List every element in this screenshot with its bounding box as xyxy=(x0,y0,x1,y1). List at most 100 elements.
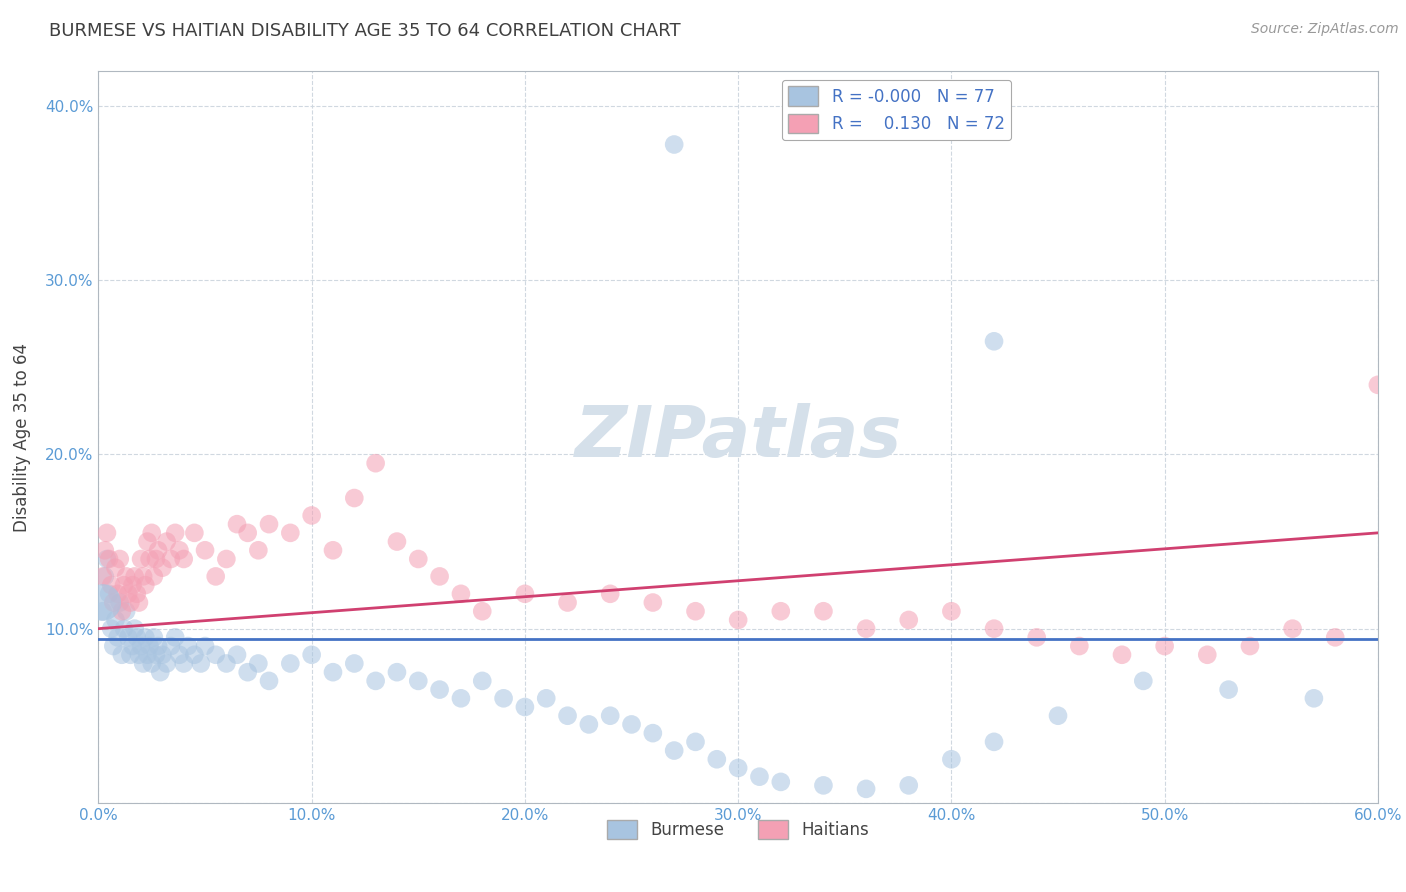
Point xyxy=(120,648,142,662)
Point xyxy=(685,735,707,749)
Point xyxy=(194,639,217,653)
Point xyxy=(194,543,217,558)
Point xyxy=(111,648,134,662)
Point xyxy=(748,770,770,784)
Point xyxy=(120,595,142,609)
Point xyxy=(141,525,163,540)
Point xyxy=(1197,648,1219,662)
Point xyxy=(322,543,344,558)
Point xyxy=(1367,377,1389,392)
Point xyxy=(115,569,138,583)
Point xyxy=(173,657,195,671)
Point xyxy=(160,552,183,566)
Point xyxy=(492,691,515,706)
Point xyxy=(1239,639,1261,653)
Point xyxy=(471,673,494,688)
Point xyxy=(108,595,131,609)
Point xyxy=(128,648,150,662)
Point xyxy=(94,569,117,583)
Point xyxy=(145,648,167,662)
Point xyxy=(450,691,472,706)
Point xyxy=(471,604,494,618)
Point xyxy=(278,657,301,671)
Point xyxy=(160,639,183,653)
Point xyxy=(142,631,165,645)
Point xyxy=(204,648,226,662)
Point xyxy=(385,665,408,680)
Point xyxy=(190,657,212,671)
Point xyxy=(813,778,835,792)
Point xyxy=(91,595,114,609)
Y-axis label: Disability Age 35 to 64: Disability Age 35 to 64 xyxy=(13,343,31,532)
Point xyxy=(664,137,686,152)
Point xyxy=(96,525,118,540)
Point xyxy=(727,613,749,627)
Point xyxy=(145,552,167,566)
Point xyxy=(152,560,174,574)
Point xyxy=(429,569,451,583)
Point xyxy=(236,525,259,540)
Point xyxy=(599,587,621,601)
Point xyxy=(100,578,122,592)
Text: Source: ZipAtlas.com: Source: ZipAtlas.com xyxy=(1251,22,1399,37)
Point xyxy=(107,631,129,645)
Point xyxy=(215,552,238,566)
Point xyxy=(855,622,877,636)
Point xyxy=(94,543,117,558)
Point xyxy=(557,595,579,609)
Point xyxy=(641,726,664,740)
Point xyxy=(236,665,259,680)
Point xyxy=(142,569,165,583)
Point xyxy=(257,673,280,688)
Point xyxy=(1302,691,1324,706)
Point xyxy=(983,622,1005,636)
Point xyxy=(108,552,131,566)
Point xyxy=(226,517,249,532)
Point xyxy=(173,552,195,566)
Point xyxy=(132,657,155,671)
Point xyxy=(152,648,174,662)
Point xyxy=(983,735,1005,749)
Point xyxy=(1046,708,1069,723)
Point xyxy=(132,569,155,583)
Point xyxy=(343,491,366,505)
Point xyxy=(226,648,249,662)
Point xyxy=(855,781,877,796)
Point xyxy=(103,639,125,653)
Point xyxy=(578,717,600,731)
Point xyxy=(165,631,187,645)
Point xyxy=(169,648,191,662)
Point xyxy=(215,657,238,671)
Point xyxy=(769,775,792,789)
Point xyxy=(983,334,1005,349)
Point xyxy=(1153,639,1175,653)
Point xyxy=(278,525,301,540)
Point xyxy=(117,587,139,601)
Point xyxy=(408,673,430,688)
Point xyxy=(513,700,536,714)
Point xyxy=(620,717,643,731)
Point xyxy=(104,613,127,627)
Point xyxy=(134,578,156,592)
Point xyxy=(301,648,323,662)
Point xyxy=(98,552,121,566)
Point xyxy=(91,569,114,583)
Point xyxy=(115,604,138,618)
Text: BURMESE VS HAITIAN DISABILITY AGE 35 TO 64 CORRELATION CHART: BURMESE VS HAITIAN DISABILITY AGE 35 TO … xyxy=(49,22,681,40)
Text: ZIPatlas: ZIPatlas xyxy=(575,402,901,472)
Point xyxy=(103,595,125,609)
Point xyxy=(107,587,129,601)
Point xyxy=(769,604,792,618)
Point xyxy=(125,631,148,645)
Point xyxy=(204,569,226,583)
Point xyxy=(156,534,179,549)
Point xyxy=(408,552,430,566)
Point xyxy=(96,552,118,566)
Point xyxy=(685,604,707,618)
Point xyxy=(247,543,270,558)
Point xyxy=(1025,631,1047,645)
Point xyxy=(364,456,387,470)
Point xyxy=(146,639,169,653)
Point xyxy=(149,665,172,680)
Point xyxy=(128,595,150,609)
